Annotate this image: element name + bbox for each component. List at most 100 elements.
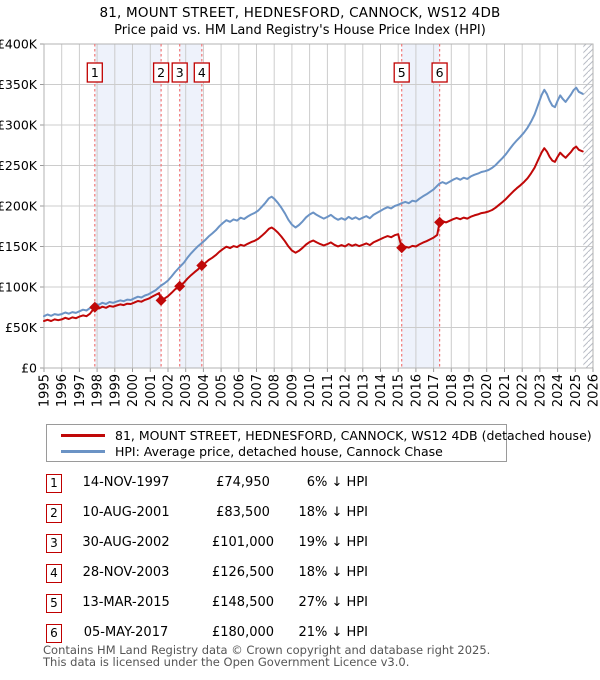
svg-text:3: 3 [176, 65, 184, 80]
table-row: 2 10-AUG-2001 £83,500 18% ↓ HPI [0, 504, 600, 534]
legend-item-hpi: HPI: Average price, detached house, Cann… [47, 443, 506, 460]
sale-marker-diamond [396, 242, 408, 254]
legend-label: HPI: Average price, detached house, Cann… [115, 444, 443, 459]
x-axis-tick-label: 2000 [126, 374, 141, 407]
legend-label: 81, MOUNT STREET, HEDNESFORD, CANNOCK, W… [115, 428, 592, 443]
sale-number-badge [171, 62, 188, 83]
sale-marker-diamond [196, 260, 208, 271]
sale-marker-diamond [174, 280, 186, 292]
y-axis-tick-label: £100K [0, 280, 38, 295]
table-row: 6 05-MAY-2017 £180,000 21% ↓ HPI [0, 624, 600, 654]
x-axis-tick-label: 2002 [162, 374, 177, 407]
price-paid-line-swatch [61, 434, 105, 437]
x-axis-tick-label: 2003 [179, 374, 194, 407]
sale-date: 10-AUG-2001 [82, 505, 170, 520]
sale-hpi-diff: 27% ↓ HPI [298, 595, 368, 610]
page-title: 81, MOUNT STREET, HEDNESFORD, CANNOCK, W… [99, 5, 501, 21]
hpi-line-swatch [61, 450, 105, 453]
x-axis-tick-label: 1999 [108, 374, 123, 407]
y-axis-tick-label: £300K [0, 118, 38, 133]
x-axis-tick-label: 2011 [321, 374, 336, 407]
sale-number-badge [152, 62, 170, 83]
x-axis-tick-label: 2025 [569, 374, 584, 407]
x-axis-tick-label: 2019 [463, 374, 478, 407]
footer-line-1: Contains HM Land Registry data © Crown c… [43, 643, 491, 657]
row-number-badge: 2 [46, 504, 62, 523]
sale-marker-diamond [434, 216, 446, 228]
sale-hpi-diff: 18% ↓ HPI [298, 505, 368, 520]
x-axis-tick-label: 2023 [533, 374, 548, 407]
y-axis-tick-label: £200K [0, 199, 38, 214]
x-axis-tick-label: 1996 [55, 374, 70, 407]
row-number-badge: 1 [46, 474, 62, 493]
sale-number-badge [393, 62, 410, 83]
x-axis-tick-label: 2015 [392, 374, 407, 407]
x-axis-tick-label: 1998 [91, 374, 106, 407]
sale-hpi-diff: 18% ↓ HPI [298, 565, 368, 580]
sale-date: 05-MAY-2017 [83, 625, 169, 640]
sale-price: £180,000 [211, 625, 275, 640]
x-axis-tick-label: 2008 [268, 374, 283, 407]
future-hatch-region [583, 44, 593, 368]
x-axis-tick-label: 2018 [445, 374, 460, 407]
x-axis-tick-label: 2024 [551, 374, 566, 407]
hpi-line [43, 86, 584, 318]
price-chart: 1995 1996 1997 1998 1999 2000 2001 2002 2003 2004… [0, 5, 600, 408]
x-axis-tick-label: 1995 [38, 374, 53, 407]
sale-date: 13-MAR-2015 [82, 595, 170, 610]
sale-date: 14-NOV-1997 [82, 475, 170, 490]
y-axis-tick-label: £50K [5, 320, 38, 335]
x-axis-tick-label: 2005 [215, 374, 230, 407]
row-number-badge: 4 [46, 564, 62, 583]
x-axis-tick-label: 2017 [427, 374, 442, 407]
table-row: 1 14-NOV-1997 £74,950 6% ↓ HPI [0, 474, 600, 504]
x-axis-tick-label: 2020 [480, 374, 495, 407]
x-axis-tick-label: 2006 [232, 374, 247, 407]
sale-number-badge [431, 62, 448, 83]
y-axis-tick-label: £250K [0, 158, 38, 173]
x-axis-tick-label: 2021 [498, 374, 513, 407]
y-axis-tick-label: £0 [21, 361, 37, 376]
footer-line-2: This data is licensed under the Open Gov… [43, 655, 410, 669]
x-axis-tick-label: 2026 [587, 374, 600, 407]
svg-text:4: 4 [198, 65, 206, 80]
sale-price: £101,000 [211, 535, 275, 550]
x-axis-tick-label: 2009 [285, 374, 300, 407]
svg-text:1: 1 [91, 65, 99, 80]
row-number-badge: 3 [46, 534, 62, 553]
x-axis-tick-label: 2014 [374, 374, 389, 407]
sale-marker-diamond [155, 294, 167, 306]
price-paid-line [43, 145, 584, 322]
x-axis-tick-label: 1997 [73, 374, 88, 407]
x-axis-tick-label: 2010 [303, 374, 318, 407]
y-axis-tick-label: £400K [0, 37, 38, 52]
svg-text:6: 6 [436, 65, 444, 80]
sale-hpi-diff: 21% ↓ HPI [298, 625, 368, 640]
sale-date: 30-AUG-2002 [82, 535, 170, 550]
table-row: 4 28-NOV-2003 £126,500 18% ↓ HPI [0, 564, 600, 594]
x-axis-tick-label: 2001 [144, 374, 159, 407]
sale-price: £83,500 [216, 505, 270, 520]
legend-item-price-paid: 81, MOUNT STREET, HEDNESFORD, CANNOCK, W… [47, 427, 592, 444]
x-axis-tick-label: 2013 [356, 374, 371, 407]
legend-box: 81, MOUNT STREET, HEDNESFORD, CANNOCK, W… [46, 424, 592, 462]
chart-svg: 1995 1996 1997 1998 1999 2000 2001 2002 2003 2004… [0, 37, 600, 408]
sale-number-badge [193, 62, 210, 83]
x-axis-tick-label: 2012 [339, 374, 354, 407]
sale-hpi-diff: 19% ↓ HPI [298, 535, 368, 550]
svg-text:5: 5 [398, 65, 406, 80]
x-axis-tick-label: 2022 [516, 374, 531, 407]
x-axis-tick-label: 2016 [409, 374, 424, 407]
row-number-badge: 5 [46, 594, 62, 613]
sale-price: £126,500 [211, 565, 275, 580]
row-number-badge: 6 [46, 624, 62, 643]
table-row: 3 30-AUG-2002 £101,000 19% ↓ HPI [0, 534, 600, 564]
svg-text:2: 2 [157, 65, 165, 80]
sale-number-badge [86, 62, 103, 83]
sale-marker-diamond [89, 301, 101, 313]
y-axis-tick-label: £350K [0, 77, 38, 92]
x-axis-tick-label: 2007 [250, 374, 265, 407]
sale-hpi-diff: 6% ↓ HPI [306, 475, 368, 490]
sale-price: £148,500 [211, 595, 275, 610]
page-subtitle: Price paid vs. HM Land Registry's House … [114, 23, 486, 38]
